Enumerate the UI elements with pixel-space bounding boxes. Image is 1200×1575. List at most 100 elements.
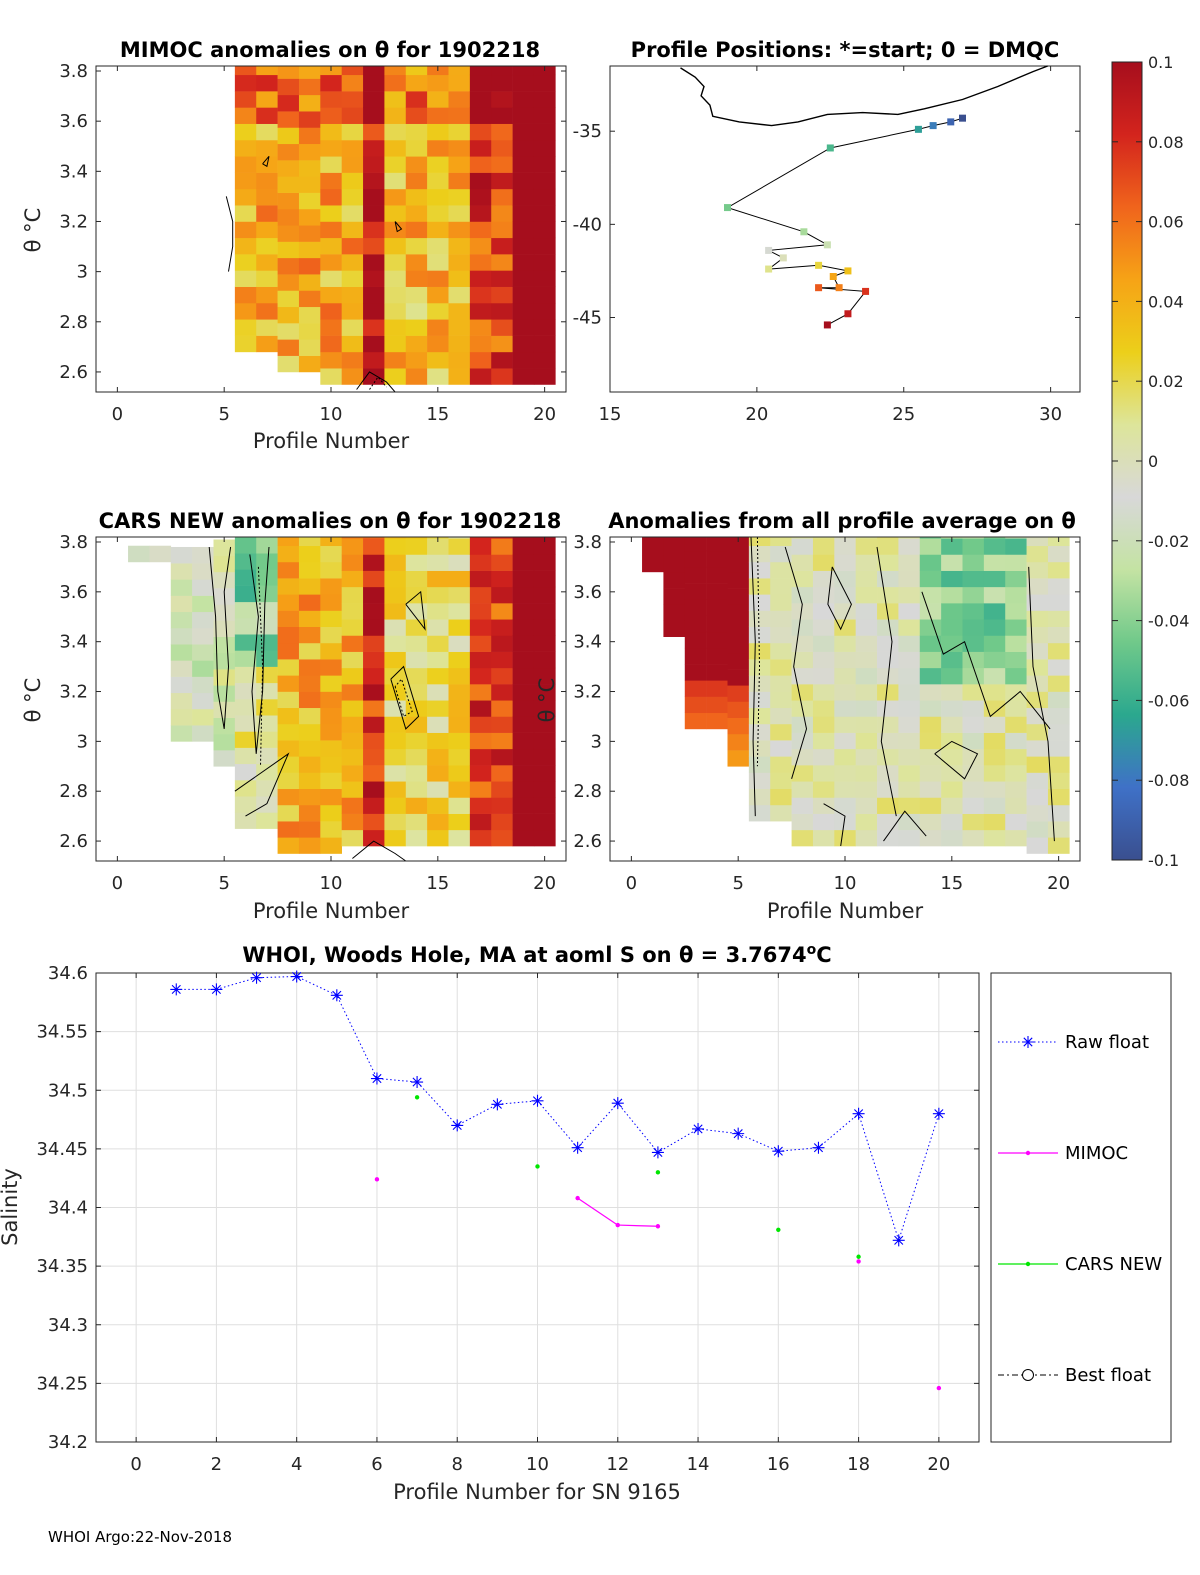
heatmap-cell: [983, 732, 1006, 750]
heatmap-cell: [469, 667, 492, 685]
heatmap-cell: [512, 537, 535, 539]
heatmap-cell: [427, 254, 449, 271]
heatmap-cell: [448, 537, 471, 539]
heatmap-cell: [855, 797, 878, 814]
y-tick-label: 3.4: [59, 161, 88, 182]
heatmap-cell: [298, 160, 321, 177]
heatmap-cell: [234, 780, 257, 797]
heatmap-cell: [320, 270, 342, 287]
heatmap-cell: [941, 813, 963, 831]
heatmap-cell: [320, 561, 342, 579]
heatmap-cell: [533, 748, 556, 766]
heatmap-cell: [277, 642, 300, 660]
legend-label: CARS NEW: [1065, 1254, 1162, 1275]
heatmap-cell: [320, 723, 342, 741]
heatmap-cell: [512, 732, 535, 750]
y-tick-label: -45: [573, 307, 602, 328]
heatmap-cell: [363, 651, 385, 669]
heatmap-cell: [405, 570, 428, 588]
heatmap-cell: [234, 156, 257, 173]
heatmap-cell: [427, 813, 449, 831]
heatmap-cell: [384, 221, 407, 239]
heatmap-cell: [512, 829, 535, 847]
heatmap-cell: [855, 781, 878, 798]
heatmap-cell: [341, 765, 364, 782]
heatmap-cell: [170, 708, 193, 726]
contour-line: [234, 752, 290, 817]
heatmap-cell: [512, 172, 535, 190]
heatmap-cell: [384, 286, 407, 304]
x-tick-label: 25: [892, 404, 915, 425]
heatmap-cell: [855, 716, 878, 733]
heatmap-cell: [748, 772, 771, 790]
heatmap-cell: [727, 588, 750, 605]
heatmap-cell: [427, 74, 449, 92]
heatmap-cell: [192, 611, 214, 629]
heatmap-cell: [1026, 610, 1049, 628]
y-tick-label: 3.2: [59, 682, 88, 703]
heatmap-cell: [448, 603, 471, 620]
heatmap-cell: [256, 731, 278, 748]
heatmap-cell: [919, 537, 942, 539]
heatmap-cell: [533, 813, 556, 831]
heatmap-cell: [405, 732, 428, 750]
heatmap-cell: [812, 619, 835, 636]
heatmap-cell: [469, 538, 492, 555]
heatmap-cell: [941, 765, 963, 782]
raw-float-point: [210, 983, 223, 996]
heatmap-cell: [298, 127, 321, 145]
x-tick-label: 6: [371, 1454, 382, 1475]
heatmap-cell: [727, 539, 750, 556]
heatmap-cell: [512, 619, 535, 636]
heatmap-cell: [877, 716, 899, 733]
heatmap-cell: [320, 804, 342, 822]
heatmap-cell: [277, 192, 300, 210]
heatmap-cell: [298, 804, 321, 822]
heatmap-cell: [405, 716, 428, 733]
heatmap-cell: [512, 139, 535, 157]
heatmap-cell: [812, 765, 835, 782]
avg-ylabel: θ °C: [535, 678, 559, 723]
heatmap-cell: [341, 319, 364, 336]
heatmap-cell: [919, 813, 942, 831]
heatmap-cell: [320, 91, 342, 108]
heatmap-cell: [363, 765, 385, 782]
heatmap-cell: [448, 237, 471, 255]
heatmap-cell: [512, 570, 535, 588]
heatmap-cell: [855, 667, 878, 685]
heatmap-cell: [962, 829, 985, 847]
profile-position-marker: [779, 254, 787, 262]
heatmap-cell: [298, 111, 321, 128]
heatmap-cell: [855, 813, 878, 831]
heatmap-cell: [469, 651, 492, 669]
heatmap-cell: [277, 740, 300, 757]
heatmap-cell: [512, 667, 535, 685]
heatmap-cell: [812, 554, 835, 571]
heatmap-cell: [469, 748, 492, 766]
profile-position-marker: [862, 287, 870, 295]
heatmap-cell: [298, 176, 321, 193]
heatmap-cell: [427, 619, 449, 636]
heatmap-cell: [877, 813, 899, 831]
heatmap-cell: [898, 570, 921, 588]
heatmap-cell: [341, 554, 364, 571]
x-tick-label: 5: [218, 873, 229, 894]
heatmap-cell: [277, 659, 300, 676]
contour-line: [1028, 566, 1055, 842]
heatmap-cell: [320, 772, 342, 790]
heatmap-cell: [405, 748, 428, 766]
heatmap-cell: [983, 813, 1006, 831]
heatmap-cell: [1005, 716, 1027, 733]
heatmap-cell: [663, 537, 686, 540]
heatmap-cell: [234, 812, 257, 829]
heatmap-cell: [834, 765, 856, 782]
heatmap-cell: [234, 74, 257, 92]
heatmap-cell: [812, 538, 835, 555]
heatmap-cell: [1047, 707, 1070, 725]
heatmap-cell: [234, 585, 257, 603]
heatmap-cell: [341, 538, 364, 555]
heatmap-cell: [770, 537, 792, 547]
heatmap-cell: [962, 538, 985, 555]
heatmap-cell: [919, 651, 942, 669]
heatmap-cell: [1005, 813, 1027, 831]
